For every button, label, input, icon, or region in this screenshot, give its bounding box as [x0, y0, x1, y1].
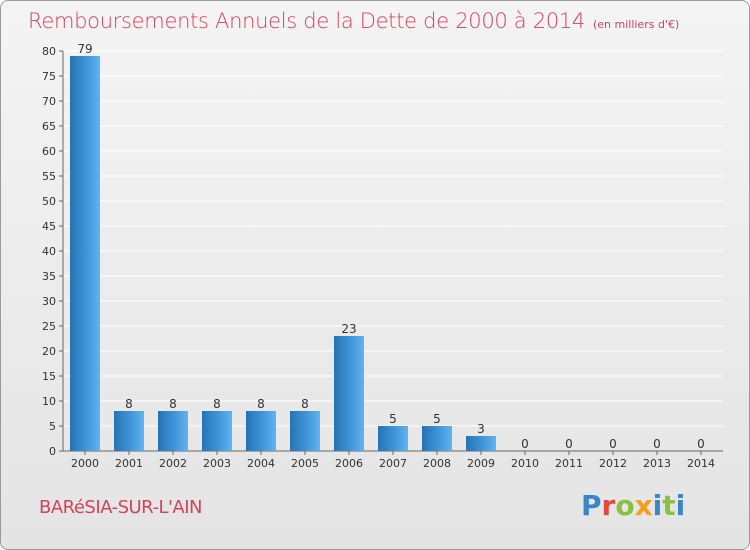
y-tick-label: 25 [42, 320, 56, 333]
logo-letter: i [675, 489, 686, 522]
data-label: 5 [433, 412, 441, 426]
data-label: 23 [341, 322, 356, 336]
logo-letter: t [662, 489, 676, 522]
y-tick-label: 20 [42, 345, 56, 358]
axes [59, 50, 723, 455]
bar [334, 336, 364, 451]
y-tick-label: 10 [42, 395, 56, 408]
bar [158, 411, 188, 451]
y-tick-label: 35 [42, 270, 56, 283]
y-tick-label: 80 [42, 45, 56, 58]
data-label: 0 [609, 437, 617, 451]
x-tick-label: 2014 [687, 457, 715, 470]
chart-title-row: Remboursements Annuels de la Dette de 20… [28, 9, 679, 33]
x-tick-label: 2000 [71, 457, 99, 470]
y-tick-label: 55 [42, 170, 56, 183]
bar [70, 56, 100, 451]
x-tick-label: 2013 [643, 457, 671, 470]
data-label: 8 [213, 397, 221, 411]
bar [378, 426, 408, 451]
x-tick-label: 2004 [247, 457, 275, 470]
chart-unit: (en milliers d'€) [593, 18, 680, 31]
data-label: 79 [77, 42, 92, 56]
x-tick-label: 2009 [467, 457, 495, 470]
data-label: 0 [521, 437, 529, 451]
x-tick-label: 2007 [379, 457, 407, 470]
gridlines [63, 50, 723, 427]
x-tick-label: 2008 [423, 457, 451, 470]
bar [466, 436, 496, 451]
data-label: 8 [257, 397, 265, 411]
bar [202, 411, 232, 451]
logo-letter: i [652, 489, 663, 522]
data-labels: 79 8 8 8 8 8 23 5 5 3 0 0 0 0 0 [77, 42, 704, 451]
commune-name: BARéSIA-SUR-L'AIN [39, 497, 203, 518]
bar [422, 426, 452, 451]
y-tick-label: 40 [42, 245, 56, 258]
bar [290, 411, 320, 451]
bars [70, 56, 496, 451]
x-tick-label: 2002 [159, 457, 187, 470]
y-tick-label: 65 [42, 120, 56, 133]
x-tick-label: 2001 [115, 457, 143, 470]
data-label: 8 [301, 397, 309, 411]
data-label: 8 [169, 397, 177, 411]
y-tick-label: 50 [42, 195, 56, 208]
x-tick-label: 2011 [555, 457, 583, 470]
data-label: 3 [477, 422, 485, 436]
x-tick-label: 2005 [291, 457, 319, 470]
data-label: 0 [565, 437, 573, 451]
y-tick-label: 75 [42, 70, 56, 83]
logo-letter: P [581, 489, 602, 522]
y-tick-label: 30 [42, 295, 56, 308]
x-tick-label: 2012 [599, 457, 627, 470]
bar [114, 411, 144, 451]
y-tick-label: 0 [49, 445, 56, 458]
logo-letter: r [601, 489, 616, 522]
x-tick-label: 2010 [511, 457, 539, 470]
y-tick-label: 5 [49, 420, 56, 433]
logo-letter: o [615, 489, 635, 522]
y-tick-label: 45 [42, 220, 56, 233]
data-label: 0 [653, 437, 661, 451]
logo-letter: x [634, 489, 653, 522]
y-tick-label: 60 [42, 145, 56, 158]
x-tick-label: 2003 [203, 457, 231, 470]
y-tick-label: 15 [42, 370, 56, 383]
data-label: 8 [125, 397, 133, 411]
bar [246, 411, 276, 451]
data-label: 0 [697, 437, 705, 451]
data-label: 5 [389, 412, 397, 426]
y-tick-label: 70 [42, 95, 56, 108]
proxiti-logo: Proxiti [581, 489, 685, 522]
chart-title: Remboursements Annuels de la Dette de 20… [28, 9, 585, 33]
x-tick-label: 2006 [335, 457, 363, 470]
